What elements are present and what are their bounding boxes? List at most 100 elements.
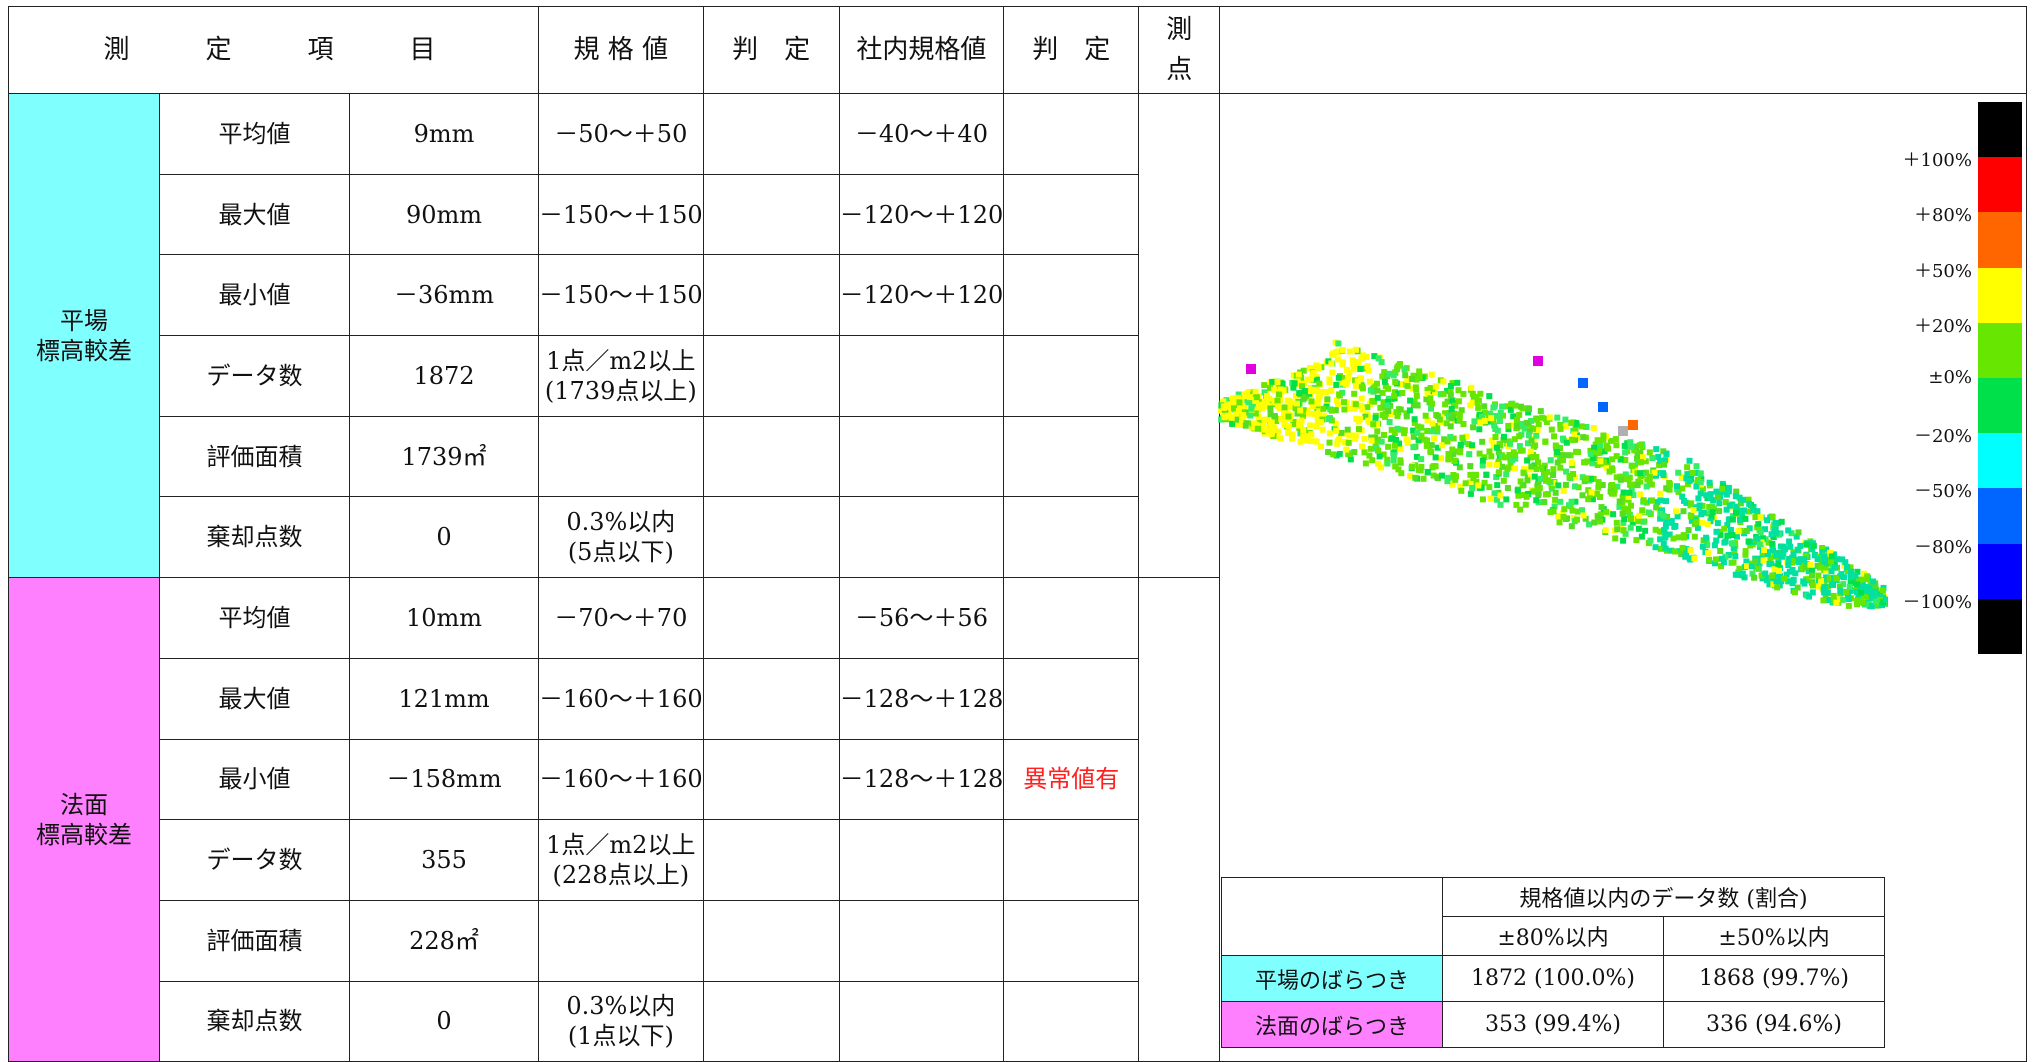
deviation-point: [1609, 490, 1615, 497]
deviation-point: [1294, 410, 1301, 417]
deviation-point: [1636, 512, 1643, 519]
deviation-point: [1326, 379, 1333, 386]
deviation-point: [1612, 535, 1619, 542]
item-name: 最大値: [159, 173, 350, 256]
deviation-point: [1831, 564, 1838, 571]
deviation-point: [1768, 531, 1775, 538]
deviation-point: [1516, 411, 1523, 418]
deviation-point: [1252, 410, 1259, 417]
deviation-point: [1307, 422, 1314, 429]
deviation-point: [1380, 451, 1387, 458]
deviation-point: [1574, 516, 1580, 523]
deviation-point: [1507, 406, 1514, 413]
deviation-point: [1409, 463, 1415, 470]
deviation-point: [1546, 414, 1553, 421]
deviation-point: [1785, 578, 1792, 585]
deviation-point: [1679, 544, 1686, 551]
deviation-point: [1538, 464, 1545, 471]
deviation-point: [1275, 403, 1282, 410]
color-scale-swatch: [1978, 488, 2022, 545]
deviation-point: [1826, 576, 1833, 583]
deviation-point: [1729, 540, 1735, 547]
deviation-point: [1350, 366, 1357, 373]
deviation-point: [1716, 508, 1723, 515]
deviation-point: [1841, 574, 1847, 581]
deviation-point: [1423, 396, 1430, 403]
deviation-point: [1769, 572, 1776, 579]
deviation-point: [1844, 563, 1850, 570]
internal-judge-cell: [1003, 657, 1140, 740]
deviation-point: [1469, 390, 1476, 397]
deviation-point: [1820, 597, 1827, 604]
deviation-point: [1572, 474, 1579, 481]
deviation-point: [1836, 583, 1843, 590]
deviation-point: [1587, 475, 1594, 482]
deviation-point: [1557, 425, 1564, 432]
deviation-point: [1398, 470, 1405, 477]
deviation-point: [1627, 516, 1634, 523]
deviation-point: [1277, 386, 1284, 393]
deviation-point: [1572, 426, 1579, 433]
deviation-point: [1392, 463, 1399, 470]
deviation-point: [1393, 437, 1400, 443]
deviation-point: [1455, 387, 1462, 394]
deviation-point: [1404, 382, 1411, 389]
deviation-point: [1390, 452, 1397, 459]
item-name: データ数: [159, 335, 350, 417]
deviation-point: [1284, 397, 1291, 404]
deviation-point: [1255, 414, 1262, 420]
deviation-point: [1372, 414, 1379, 421]
deviation-point: [1620, 519, 1627, 526]
deviation-point: [1528, 417, 1535, 424]
deviation-point: [1545, 477, 1552, 484]
deviation-point: [1413, 386, 1420, 393]
judge-cell: [702, 899, 840, 982]
color-scale-swatch: [1978, 267, 2022, 324]
deviation-point: [1843, 589, 1849, 595]
deviation-point: [1745, 538, 1752, 545]
deviation-point: [1410, 444, 1417, 451]
deviation-point: [1575, 484, 1582, 491]
deviation-point: [1754, 535, 1761, 542]
deviation-point: [1750, 507, 1757, 514]
deviation-point: [1605, 445, 1611, 452]
deviation-point: [1404, 439, 1411, 446]
deviation-point: [1554, 414, 1561, 421]
deviation-point: [1233, 421, 1239, 428]
internal-spec-value: [838, 899, 1005, 982]
deviation-point: [1563, 439, 1570, 446]
item-name: 平均値: [159, 577, 350, 659]
deviation-point: [1447, 423, 1454, 430]
deviation-point: [1590, 425, 1597, 431]
deviation-point: [1273, 432, 1280, 439]
deviation-point: [1814, 556, 1821, 563]
deviation-point: [1609, 467, 1616, 474]
deviation-point: [1387, 411, 1394, 418]
deviation-point: [1498, 453, 1505, 460]
deviation-point: [1626, 511, 1633, 518]
deviation-point: [1322, 389, 1329, 395]
deviation-point: [1394, 412, 1401, 419]
deviation-point: [1459, 434, 1466, 441]
deviation-point: [1541, 470, 1547, 477]
deviation-point: [1646, 473, 1653, 480]
spec-value: －160～＋160: [538, 738, 704, 821]
deviation-point: [1872, 598, 1879, 605]
deviation-point: [1732, 540, 1739, 547]
deviation-point: [1319, 426, 1326, 433]
deviation-point: [1526, 405, 1532, 412]
deviation-point: [1708, 514, 1715, 521]
deviation-point: [1717, 528, 1724, 535]
deviation-point: [1259, 403, 1266, 410]
deviation-point: [1460, 421, 1467, 427]
color-scale-labels: ＋100% ＋80% ＋50% ＋20% ±0% －20% －50% －80% －100%: [1880, 102, 1972, 654]
deviation-point: [1759, 551, 1766, 558]
deviation-point: [1570, 471, 1577, 477]
deviation-point: [1643, 483, 1650, 490]
deviation-point: [1603, 508, 1610, 515]
table-row: 法面 標高較差 平均値 10mm －70～＋70 －56～＋56: [8, 577, 2027, 1062]
deviation-point: [1368, 434, 1375, 441]
deviation-point: [1844, 568, 1851, 575]
deviation-point: [1281, 404, 1288, 411]
measurement-table: 測 定 項 目 規 格 値 判 定 社内規格値 判 定 測 点 平場 標高較差 …: [8, 6, 2028, 1062]
